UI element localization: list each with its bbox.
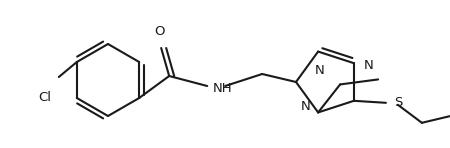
Text: Cl: Cl — [38, 91, 51, 104]
Text: O: O — [154, 25, 164, 38]
Text: N: N — [300, 100, 310, 113]
Text: NH: NH — [213, 82, 233, 95]
Text: N: N — [315, 64, 325, 77]
Text: S: S — [394, 96, 402, 109]
Text: N: N — [364, 59, 373, 72]
